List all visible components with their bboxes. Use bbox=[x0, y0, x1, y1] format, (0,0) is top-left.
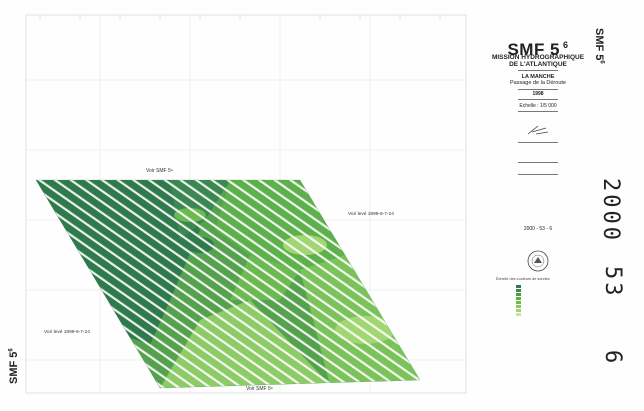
rule-6 bbox=[518, 162, 558, 163]
title-line-1: MISSION HYDROGRAPHIQUE bbox=[491, 54, 585, 61]
rule-1 bbox=[518, 70, 558, 71]
rule-2 bbox=[518, 89, 558, 90]
signature-mark bbox=[527, 125, 549, 135]
rule-7 bbox=[518, 174, 558, 175]
title-line-2: DE L'ATLANTIQUE bbox=[509, 61, 567, 68]
stamp-number: 53 bbox=[600, 266, 625, 299]
edge-code-left: SMF 56 bbox=[8, 348, 20, 384]
legend-swatch-3 bbox=[516, 293, 521, 296]
rule-3 bbox=[518, 99, 558, 100]
legend-swatch-5 bbox=[516, 301, 521, 304]
voir-label-bottom: Voir SMF 5⁶ bbox=[246, 386, 273, 392]
scale-label: Echelle : 1/5 000 bbox=[519, 103, 557, 109]
map-frame bbox=[25, 14, 467, 394]
legend-swatch-7 bbox=[516, 309, 521, 312]
voir-label-right: Voir levé 1999-6-7-24 bbox=[348, 212, 394, 217]
seal-emblem bbox=[527, 250, 549, 272]
edge-code-right-sup: 6 bbox=[598, 60, 605, 64]
area-line-1: LA MANCHE bbox=[521, 74, 555, 80]
edge-code-left-sup: 6 bbox=[8, 348, 15, 352]
title-code-sup: 6 bbox=[563, 40, 569, 50]
rule-5 bbox=[518, 142, 558, 143]
frame-ticks bbox=[39, 15, 441, 20]
legend-swatch-6 bbox=[516, 305, 521, 308]
stamp-year: 2000 bbox=[598, 178, 623, 243]
legend-swatch-2 bbox=[516, 289, 521, 292]
voir-label-top: Voir SMF 5⁶ bbox=[146, 168, 173, 174]
year-label: 1998 bbox=[532, 91, 544, 97]
title-code: SMF 5 bbox=[507, 40, 561, 59]
legend-swatch-4 bbox=[516, 297, 521, 300]
area-line-2: Passage de la Déroute bbox=[510, 80, 566, 86]
voir-label-left: Voir levé 1999-6-7-24 bbox=[44, 330, 90, 335]
stamp-sheet: 6 bbox=[600, 350, 625, 364]
ref-code: 2000 - 53 - 6 bbox=[523, 226, 553, 232]
legend-title: Échelle des couleurs de sondes bbox=[496, 277, 550, 281]
rule-4 bbox=[518, 111, 558, 112]
legend-swatch-8 bbox=[516, 313, 521, 316]
edge-code-left-text: SMF 5 bbox=[8, 351, 20, 384]
legend-swatch-1 bbox=[516, 285, 521, 288]
